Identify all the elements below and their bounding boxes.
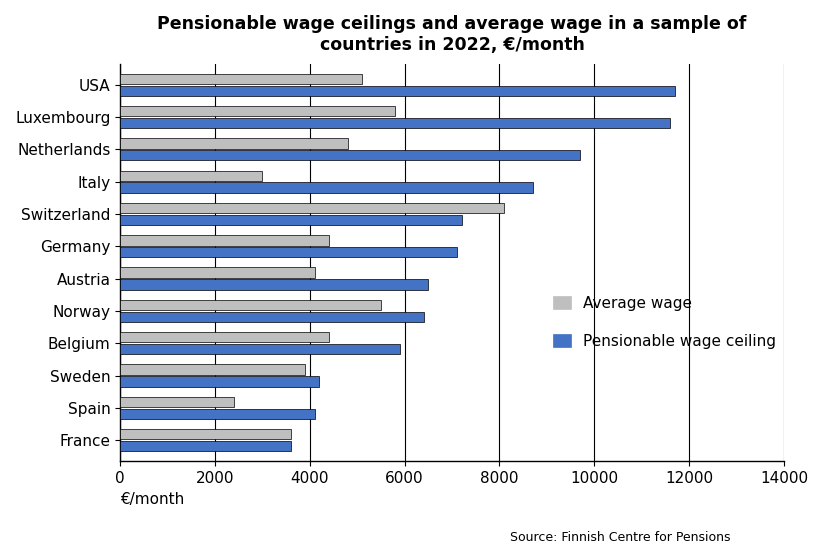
Text: Source: Finnish Centre for Pensions: Source: Finnish Centre for Pensions [510,530,731,544]
Bar [120,118,670,128]
Bar [120,235,328,245]
Bar [120,441,291,451]
Bar [120,247,457,257]
Bar [120,215,462,225]
Bar [120,182,532,193]
Bar [120,397,234,407]
Bar [120,106,395,116]
Bar [120,409,314,419]
Bar [120,150,580,160]
Bar [120,171,263,181]
Title: Pensionable wage ceilings and average wage in a sample of
countries in 2022, €/m: Pensionable wage ceilings and average wa… [157,15,746,54]
Bar [120,74,362,84]
Bar [120,429,291,439]
Bar [120,267,314,278]
Bar [120,300,381,310]
Bar [120,332,328,343]
Bar [120,377,319,386]
Bar [120,365,305,375]
Bar [120,203,504,213]
Bar [120,279,428,290]
Legend: Average wage, Pensionable wage ceiling: Average wage, Pensionable wage ceiling [553,295,776,349]
Bar [120,344,400,355]
Bar [120,138,347,149]
X-axis label: €/month: €/month [120,491,184,507]
Bar [120,86,675,96]
Bar [120,312,424,322]
